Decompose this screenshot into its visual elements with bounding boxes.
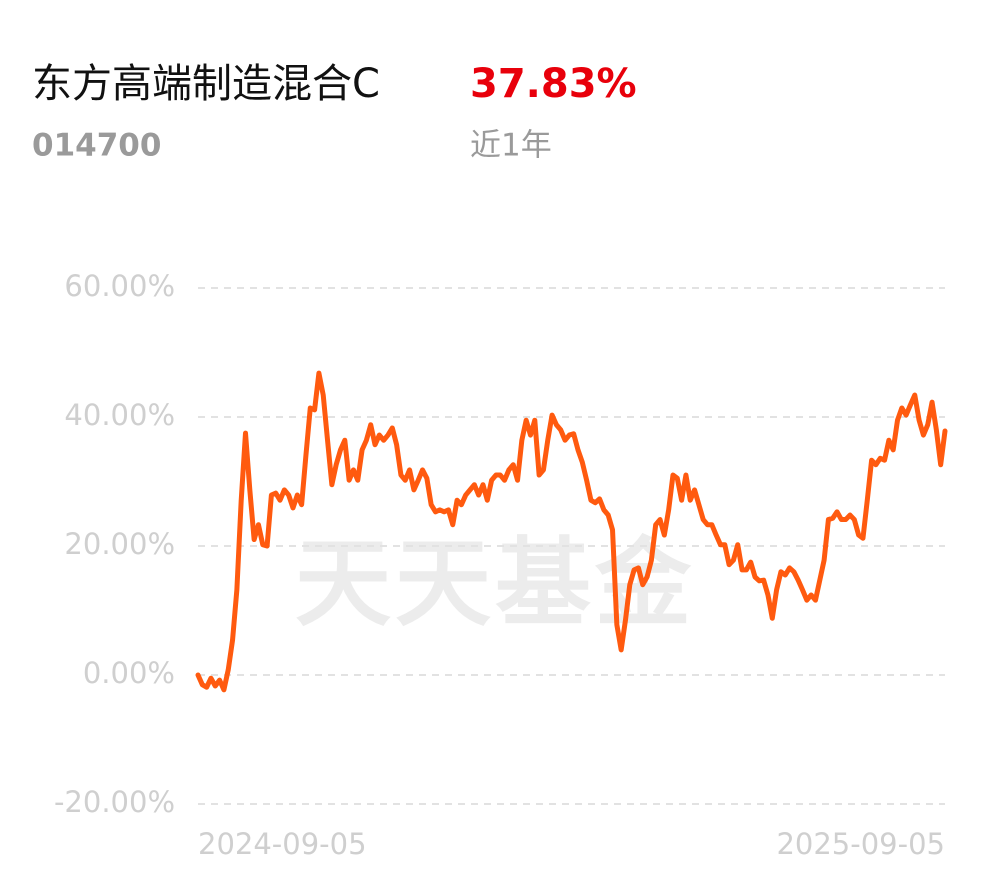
period-label: 近1年 <box>470 128 552 164</box>
y-tick-label: 60.00% <box>64 269 175 303</box>
fund-name: 东方高端制造混合C <box>32 61 380 107</box>
y-tick-label: -20.00% <box>54 785 175 819</box>
x-tick-label: 2024-09-05 <box>198 827 367 861</box>
fund-code: 014700 <box>32 128 161 164</box>
y-tick-label: 20.00% <box>64 527 175 561</box>
x-tick-label: 2025-09-05 <box>776 827 945 861</box>
y-tick-label: 40.00% <box>64 398 175 432</box>
y-tick-label: 0.00% <box>83 656 175 690</box>
fund-line <box>195 370 948 693</box>
fund-return: 37.83% <box>470 61 637 107</box>
watermark: 天天基金 <box>295 527 695 639</box>
